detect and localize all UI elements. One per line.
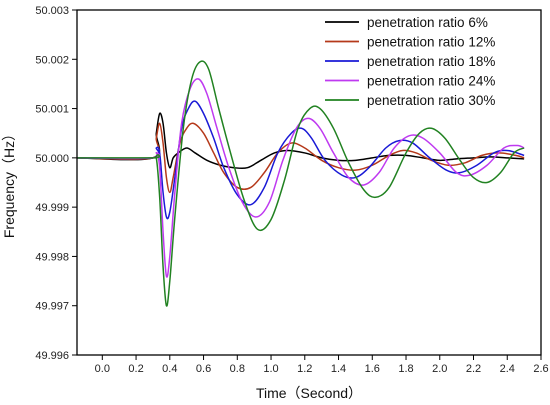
series-line-5	[77, 60, 525, 307]
series-lines	[77, 60, 525, 307]
y-tick-label: 49.996	[35, 350, 69, 362]
legend-label-2: penetration ratio 12%	[367, 35, 495, 50]
y-tick-label: 49.997	[35, 301, 69, 313]
y-axis-ticks: 49.996 49.997 49.998 49.999 50.000 50.001 50.0…	[35, 5, 77, 362]
x-tick-label: 2.6	[533, 363, 548, 375]
x-tick-label: 1.0	[263, 363, 278, 375]
series-line-1	[77, 112, 525, 170]
plot-frame	[76, 9, 542, 356]
x-tick-label: 0.2	[128, 363, 143, 375]
x-axis-ticks: 0.0 0.2 0.4 0.6 0.8 1.0 1.2 1.4 1.6 1.8 2.0 2.2 2.4 2…	[95, 355, 549, 375]
x-tick-label: 1.2	[297, 363, 312, 375]
x-tick-label: 2.4	[500, 363, 515, 375]
series-line-3	[77, 100, 525, 220]
x-tick-label: 0.4	[162, 363, 177, 375]
y-axis-title: Frequency（Hz）	[1, 127, 17, 238]
legend-label-4: penetration ratio 24%	[367, 74, 495, 89]
x-tick-label: 0.6	[196, 363, 211, 375]
legend-label-1: penetration ratio 6%	[367, 15, 488, 30]
x-axis-title: Time（Second）	[256, 385, 362, 401]
y-tick-label: 49.998	[35, 251, 69, 263]
series-line-4	[77, 78, 525, 278]
x-tick-label: 2.0	[432, 363, 447, 375]
y-tick-label: 50.003	[35, 5, 69, 17]
x-tick-label: 1.8	[398, 363, 413, 375]
x-tick-label: 1.4	[331, 363, 346, 375]
legend-label-3: penetration ratio 18%	[367, 54, 495, 69]
x-tick-label: 0.0	[95, 363, 110, 375]
y-tick-label: 50.000	[35, 153, 69, 165]
y-tick-label: 49.999	[35, 202, 69, 214]
x-tick-label: 0.8	[230, 363, 245, 375]
y-tick-label: 50.002	[35, 54, 69, 66]
x-tick-label: 1.6	[365, 363, 380, 375]
x-tick-label: 2.2	[466, 363, 481, 375]
series-line-2	[77, 122, 525, 194]
legend: penetration ratio 6% penetration ratio 12…	[325, 15, 495, 108]
y-tick-label: 50.001	[35, 104, 69, 116]
legend-label-5: penetration ratio 30%	[367, 93, 495, 108]
